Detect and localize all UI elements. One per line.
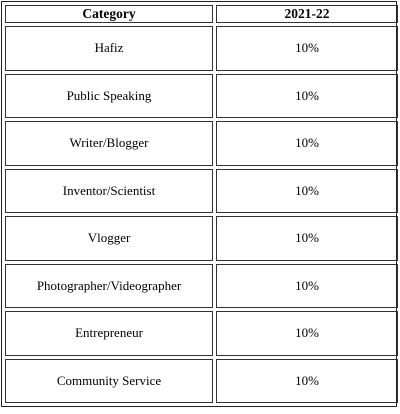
- table-row: Community Service 10%: [5, 358, 398, 403]
- table-row: Vlogger 10%: [5, 216, 398, 261]
- table-row: Inventor/Scientist 10%: [5, 168, 398, 213]
- value-cell: 10%: [216, 263, 398, 308]
- category-cell: Hafiz: [5, 26, 213, 71]
- table-row: Entrepreneur 10%: [5, 311, 398, 356]
- table-row: Writer/Blogger 10%: [5, 121, 398, 166]
- table-header-row: Category 2021-22: [5, 5, 398, 23]
- table-row: Photographer/Videographer 10%: [5, 263, 398, 308]
- value-cell: 10%: [216, 216, 398, 261]
- category-cell: Entrepreneur: [5, 311, 213, 356]
- table-row: Hafiz 10%: [5, 26, 398, 71]
- category-cell: Inventor/Scientist: [5, 168, 213, 213]
- category-cell: Photographer/Videographer: [5, 263, 213, 308]
- column-header-category: Category: [5, 5, 213, 23]
- category-table-frame: Category 2021-22 Hafiz 10% Public Speaki…: [1, 1, 400, 407]
- table-row: Public Speaking 10%: [5, 73, 398, 118]
- value-cell: 10%: [216, 73, 398, 118]
- category-cell: Community Service: [5, 358, 213, 403]
- value-cell: 10%: [216, 311, 398, 356]
- value-cell: 10%: [216, 121, 398, 166]
- category-cell: Vlogger: [5, 216, 213, 261]
- column-header-year: 2021-22: [216, 5, 398, 23]
- category-cell: Public Speaking: [5, 73, 213, 118]
- value-cell: 10%: [216, 168, 398, 213]
- category-cell: Writer/Blogger: [5, 121, 213, 166]
- value-cell: 10%: [216, 358, 398, 403]
- value-cell: 10%: [216, 26, 398, 71]
- category-table: Category 2021-22 Hafiz 10% Public Speaki…: [2, 2, 400, 406]
